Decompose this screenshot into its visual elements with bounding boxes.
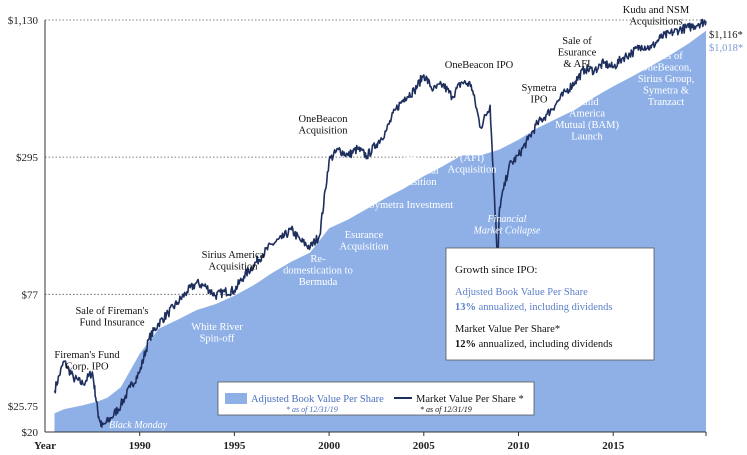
growth-box-market-rate: 12% annualized, including dividends: [455, 339, 612, 350]
market-value-line: [53, 18, 707, 428]
annotation-line: Launch: [571, 132, 603, 143]
growth-box-market-rate-rest: annualized, including dividends: [476, 339, 612, 350]
annotation-line: Sales of: [649, 51, 683, 62]
y-tick-label: $77: [22, 289, 39, 301]
growth-box-market-label: Market Value Per Share*: [455, 324, 560, 335]
annotation-kudu-nsm: Kudu and NSM Acquisitions: [623, 5, 690, 28]
growth-box-market-rate-bold: 12%: [455, 339, 476, 350]
annotation-line: Acquisitions: [629, 17, 682, 28]
y-tick-label: $20: [22, 427, 39, 439]
annotation-line: Financial: [452, 142, 491, 153]
annotation-sirius-intl: Sirius International Acquisition: [385, 154, 439, 188]
annotation-line: White River: [191, 322, 243, 333]
legend-label-market: Market Value Per Share *: [416, 394, 524, 405]
annotation-line: Symetra &: [643, 86, 689, 97]
annotation-sale-esurance: Sale of Esurance & AFI: [558, 36, 597, 70]
annotation-line: Tranzact: [648, 97, 684, 108]
annotation-line: Market Collapse: [473, 226, 541, 237]
x-tick-label: 2005: [413, 440, 436, 452]
annotation-line: Corp. IPO: [65, 362, 109, 373]
annotation-line: Fund Insurance: [79, 318, 144, 329]
annotation-line: Acquisition: [448, 165, 498, 176]
annotation-esurance-acq: Esurance Acquisition: [340, 230, 390, 253]
annotations: Fireman's Fund Corp. IPO Black Monday Sale …: [54, 5, 694, 431]
market-value-line-path: [53, 18, 707, 428]
annotation-line: Sirius America: [202, 250, 265, 261]
y-tick-label: $1,130: [8, 15, 39, 27]
y-tick-label: $25.75: [8, 401, 39, 413]
legend-label-book: Adjusted Book Value Per Share: [251, 394, 384, 405]
x-tick-label: 1995: [223, 440, 246, 452]
annotation-afi-acq: Answer Financial (AFI) Acquisition: [448, 130, 498, 176]
annotation-line: Answer: [456, 130, 489, 141]
annotation-redomestication: Re-domestication to Bermuda: [283, 254, 353, 288]
annotation-line: Kudu and NSM: [623, 5, 690, 16]
annotation-line: Sirius: [400, 154, 425, 165]
annotation-line: Mutual (BAM): [555, 120, 619, 131]
annotation-line: Sirius Group,: [638, 74, 695, 85]
x-tick-label: Year: [34, 440, 56, 452]
annotation-line: Spin-off: [200, 334, 235, 345]
annotation-line: Symetra: [522, 83, 557, 94]
annotation-line: Sale of Fireman's: [75, 306, 148, 317]
annotation-line: Acquisition: [388, 177, 438, 188]
annotation-onebeacon-ipo: OneBeacon IPO: [445, 60, 514, 71]
annotation-line: Esurance: [345, 230, 384, 241]
annotation-white-river: White River Spin-off: [191, 322, 243, 345]
x-tick-label: 2000: [318, 440, 341, 452]
growth-box-book-rate-bold: 13%: [455, 302, 476, 313]
x-tick-label: 2015: [602, 440, 625, 452]
annotation-onebeacon-acq: OneBeacon Acquisition: [299, 114, 349, 137]
annotation-line: Financial: [487, 214, 527, 225]
growth-box: Growth since IPO: Adjusted Book Value Pe…: [445, 247, 655, 361]
legend-note-market: * as of 12/31/19: [420, 405, 472, 414]
annotation-line: Re-: [310, 254, 326, 265]
annotation-line: Fireman's Fund: [54, 350, 120, 361]
annotation-market-collapse: Financial Market Collapse: [473, 214, 541, 237]
annotation-line: Bermuda: [299, 277, 338, 288]
growth-box-book-rate-rest: annualized, including dividends: [476, 302, 612, 313]
end-label-book: $1,018*: [709, 43, 743, 54]
annotation-line: Acquisition: [209, 262, 259, 273]
annotation-line: America: [569, 109, 605, 120]
annotation-sale-firemans: Sale of Fireman's Fund Insurance: [75, 306, 148, 329]
annotation-line: Sale of: [562, 36, 592, 47]
annotation-line: OneBeacon,: [640, 63, 692, 74]
annotation-line: domestication to: [283, 266, 353, 277]
legend: Adjusted Book Value Per Share * as of 12…: [217, 381, 535, 416]
annotation-line: Black Monday: [109, 420, 168, 431]
y-tick-label: $295: [16, 152, 39, 164]
x-tick-label: 1990: [129, 440, 152, 452]
growth-box-title: Growth since IPO:: [455, 264, 538, 276]
annotation-line: Esurance: [558, 48, 597, 59]
annotation-firemans-ipo: Fireman's Fund Corp. IPO: [54, 350, 120, 373]
annotation-line: International: [385, 166, 439, 177]
annotation-line: OneBeacon IPO: [445, 60, 514, 71]
annotation-line: IPO: [531, 95, 548, 106]
annotation-line: & AFI: [563, 59, 591, 70]
annotation-symetra-inv: Symetra Investment: [369, 200, 453, 211]
annotation-line: OneBeacon: [299, 114, 349, 125]
annotation-line: Build: [575, 97, 599, 108]
annotation-line: Symetra Investment: [369, 200, 453, 211]
annotation-sirius-america: Sirius America Acquisition: [202, 250, 265, 273]
legend-note-book: * as of 12/31/19: [286, 405, 338, 414]
annotation-sales-onebeacon: Sales of OneBeacon, Sirius Group, Symetra &…: [638, 51, 695, 108]
growth-box-book-rate: 13% annualized, including dividends: [455, 302, 612, 313]
x-tick-label: 2010: [507, 440, 530, 452]
annotation-line: Acquisition: [299, 126, 349, 137]
annotation-black-monday: Black Monday: [109, 420, 168, 431]
annotation-symetra-ipo: Symetra IPO: [522, 83, 557, 106]
legend-swatch-book: [225, 393, 247, 404]
growth-box-book-label: Adjusted Book Value Per Share: [455, 287, 588, 298]
annotation-bam-launch: Build America Mutual (BAM) Launch: [555, 97, 619, 143]
annotation-line: Acquisition: [340, 242, 390, 253]
annotation-line: (AFI): [460, 153, 484, 164]
end-label-market: $1,116*: [709, 30, 743, 41]
